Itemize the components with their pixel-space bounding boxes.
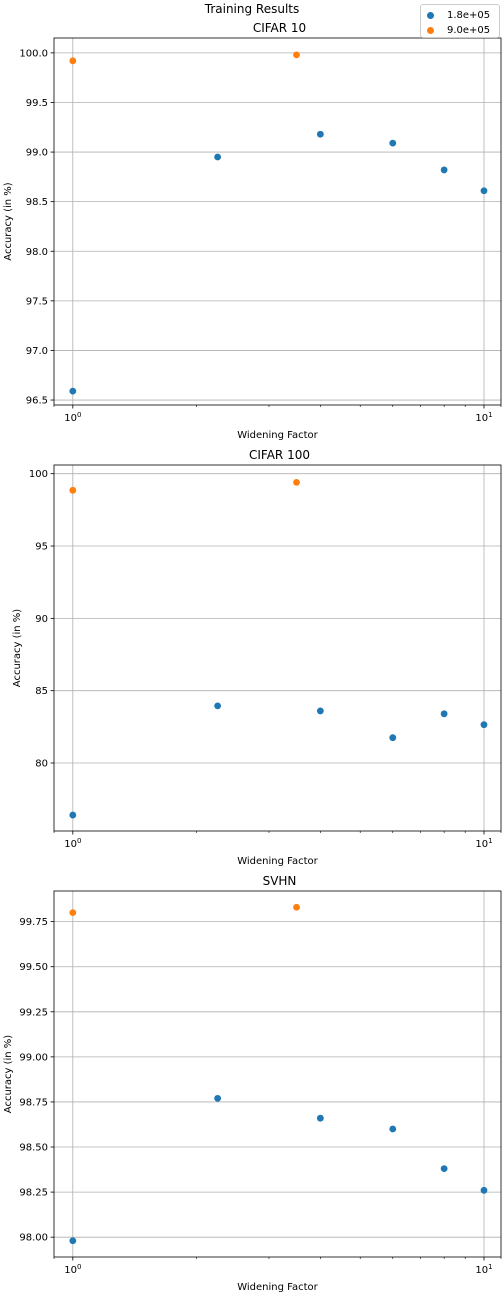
chart-title: SVHN — [263, 874, 297, 888]
chart-panel-1: CIFAR 10 96.5 97.0 97.5 98.0 98.5 99.0 99.5 100.… — [3, 21, 501, 441]
chart-panel-3: SVHN 98.00 98.25 98.50 98.75 99.00 99.25 99.50 9… — [3, 874, 501, 1293]
data-point-series-2 — [69, 909, 76, 916]
y-tick-label: 90 — [35, 614, 48, 625]
data-point-series-1 — [214, 154, 221, 161]
y-tick-label: 98.00 — [19, 1233, 48, 1244]
data-point-series-2 — [69, 487, 76, 494]
data-point-series-2 — [293, 51, 300, 58]
chart-panel-2: CIFAR 100 80 85 90 95 100 100 101 Widening Facto… — [12, 448, 501, 867]
legend-entry-series-2: 9.0e+05 — [427, 23, 490, 37]
y-tick-label: 99.0 — [26, 148, 48, 159]
legend-entry-series-1: 1.8e+05 — [427, 8, 490, 22]
y-tick-label: 85 — [35, 686, 48, 697]
x-axis-label: Widening Factor — [237, 430, 318, 441]
x-tick-label: 101 — [475, 411, 492, 424]
data-point-series-1 — [317, 708, 324, 715]
chart-title: CIFAR 10 — [253, 21, 306, 35]
data-point-series-1 — [481, 721, 488, 728]
legend-label-series-1: 1.8e+05 — [447, 10, 490, 21]
y-axis-label: Accuracy (in %) — [3, 1035, 14, 1114]
x-tick-label: 100 — [64, 411, 81, 424]
data-point-series-1 — [69, 388, 76, 395]
data-point-series-2 — [69, 57, 76, 64]
y-tick-label: 98.75 — [19, 1097, 48, 1108]
y-tick-label: 98.50 — [19, 1143, 48, 1154]
data-point-series-1 — [389, 1126, 396, 1133]
data-point-series-1 — [69, 812, 76, 819]
y-tick-label: 97.0 — [26, 346, 48, 357]
y-tick-label: 99.50 — [19, 962, 48, 973]
data-point-series-2 — [293, 904, 300, 911]
y-axis-label: Accuracy (in %) — [3, 182, 14, 261]
legend-marker-series-1 — [427, 12, 434, 19]
y-axis-label: Accuracy (in %) — [12, 609, 23, 688]
chart-title: CIFAR 100 — [249, 448, 310, 462]
y-tick-label: 97.5 — [26, 296, 48, 307]
data-point-series-1 — [441, 167, 448, 174]
figure-legend: 1.8e+05 9.0e+05 — [420, 4, 500, 38]
axes-frame — [54, 38, 501, 405]
axes-frame — [54, 465, 501, 831]
y-tick-label: 99.25 — [19, 1007, 48, 1018]
data-point-series-2 — [293, 479, 300, 486]
y-tick-label: 99.00 — [19, 1052, 48, 1063]
data-point-series-1 — [441, 1165, 448, 1172]
x-axis-label: Widening Factor — [237, 1282, 318, 1293]
y-tick-label: 98.5 — [26, 197, 48, 208]
y-tick-label: 80 — [35, 759, 48, 770]
data-point-series-1 — [481, 1187, 488, 1194]
data-point-series-1 — [317, 131, 324, 138]
y-tick-label: 99.75 — [19, 917, 48, 928]
chart-panels: CIFAR 10 96.5 97.0 97.5 98.0 98.5 99.0 99.5 100.… — [3, 21, 501, 1293]
legend-label-series-2: 9.0e+05 — [447, 25, 490, 36]
data-point-series-1 — [317, 1115, 324, 1122]
data-point-series-1 — [69, 1237, 76, 1244]
data-point-series-1 — [481, 187, 488, 194]
y-tick-label: 98.0 — [26, 247, 48, 258]
data-point-series-1 — [389, 140, 396, 147]
data-point-series-1 — [214, 702, 221, 709]
axes-frame — [54, 891, 501, 1257]
x-tick-label: 100 — [64, 837, 81, 850]
y-tick-label: 95 — [35, 542, 48, 553]
y-tick-label: 100.0 — [19, 48, 48, 59]
y-tick-label: 99.5 — [26, 98, 48, 109]
figure-suptitle: Training Results — [204, 2, 300, 16]
x-tick-label: 101 — [475, 1263, 492, 1276]
y-tick-label: 100 — [29, 469, 48, 480]
legend-marker-series-2 — [427, 27, 434, 34]
x-tick-label: 100 — [64, 1263, 81, 1276]
data-point-series-1 — [214, 1095, 221, 1102]
y-tick-label: 98.25 — [19, 1188, 48, 1199]
x-tick-label: 101 — [475, 837, 492, 850]
x-axis-label: Widening Factor — [237, 856, 318, 867]
y-tick-label: 96.5 — [26, 396, 48, 407]
data-point-series-1 — [441, 710, 448, 717]
data-point-series-1 — [389, 734, 396, 741]
